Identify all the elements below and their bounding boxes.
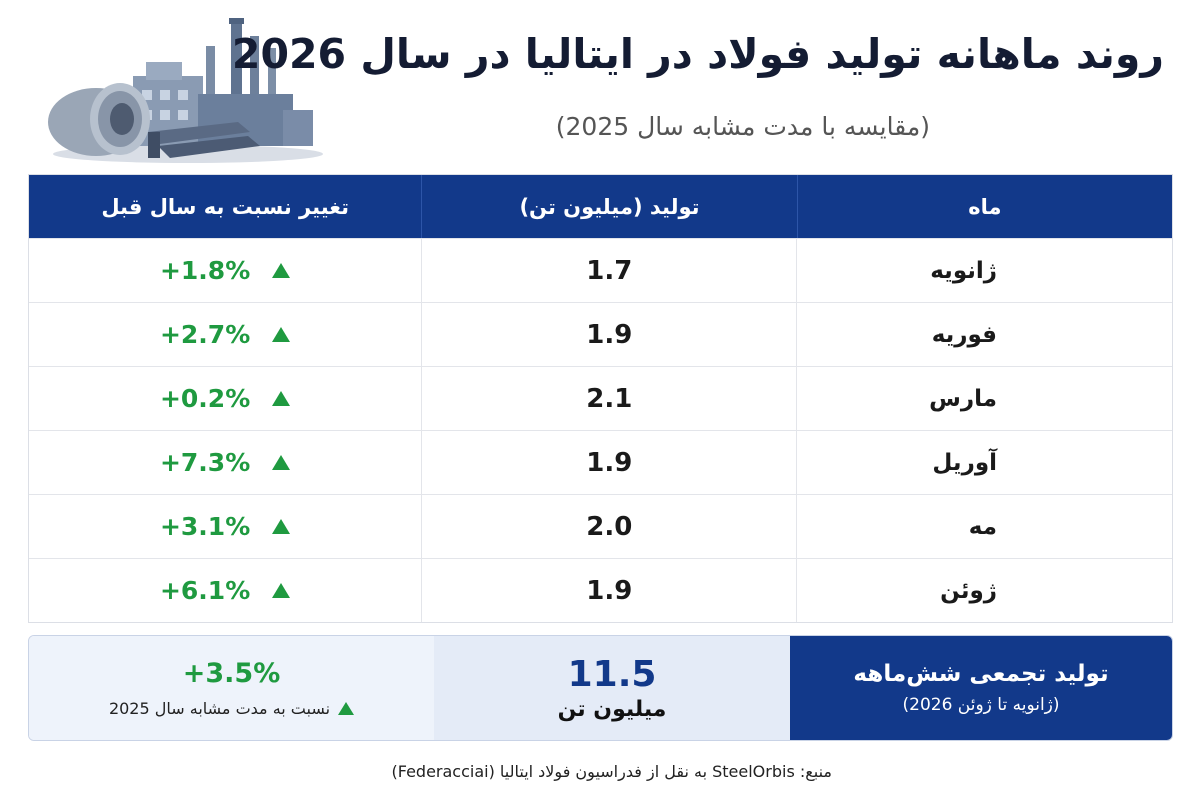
change-value: +7.3%: [159, 448, 251, 477]
summary-box: تولید تجمعی شش‌ماهه (ژانویه تا ژوئن 2026…: [28, 635, 1173, 741]
up-triangle-icon: [272, 391, 291, 406]
up-triangle-icon: [272, 327, 291, 342]
summary-change: +3.5%: [182, 658, 281, 689]
month-cell: آوریل: [796, 431, 1172, 494]
production-cell: 2.0: [421, 495, 796, 558]
up-triangle-icon: [272, 519, 291, 534]
column-header-production: تولید (میلیون تن): [421, 175, 796, 238]
up-triangle-icon: [272, 583, 291, 598]
page-title: روند ماهانه تولید فولاد در ایتالیا در سا…: [231, 30, 1164, 78]
table-row: ژوئن 1.9 +6.1%: [29, 558, 1172, 622]
summary-comparison: نسبت به مدت مشابه سال 2025: [108, 699, 355, 718]
steel-industry-illustration: [48, 18, 323, 163]
column-header-month: ماه: [796, 175, 1172, 238]
month-cell: فوریه: [796, 303, 1172, 366]
table-row: مه 2.0 +3.1%: [29, 494, 1172, 558]
source-note: منبع: SteelOrbis به نقل از فدراسیون فولا…: [391, 762, 832, 781]
change-value: +1.8%: [159, 256, 251, 285]
table-row: مارس 2.1 +0.2%: [29, 366, 1172, 430]
production-table: ماه تولید (میلیون تن) تغییر نسبت به سال …: [28, 174, 1173, 623]
up-triangle-icon: [272, 263, 291, 278]
summary-comparison-text: نسبت به مدت مشابه سال 2025: [108, 699, 331, 718]
change-value: +0.2%: [159, 384, 251, 413]
up-triangle-icon: [272, 455, 291, 470]
month-cell: مه: [796, 495, 1172, 558]
production-cell: 1.9: [421, 559, 796, 622]
page-subtitle: (مقایسه با مدت مشابه سال 2025): [555, 112, 930, 141]
column-header-change: تغییر نسبت به سال قبل: [101, 194, 350, 219]
summary-period: (ژانویه تا ژوئن 2026): [902, 695, 1060, 715]
change-value: +2.7%: [159, 320, 251, 349]
production-cell: 1.9: [421, 303, 796, 366]
summary-total: 11.5: [567, 654, 657, 695]
table-header: ماه تولید (میلیون تن) تغییر نسبت به سال …: [29, 175, 1172, 238]
table-row: ژانویه 1.7 +1.8%: [29, 238, 1172, 302]
header: روند ماهانه تولید فولاد در ایتالیا در سا…: [0, 0, 1200, 170]
month-cell: ژانویه: [796, 239, 1172, 302]
change-cell: +2.7%: [29, 303, 421, 366]
table-row: آوریل 1.9 +7.3%: [29, 430, 1172, 494]
change-cell: +1.8%: [29, 239, 421, 302]
production-cell: 2.1: [421, 367, 796, 430]
change-cell: +3.1%: [29, 495, 421, 558]
change-cell: +0.2%: [29, 367, 421, 430]
production-cell: 1.7: [421, 239, 796, 302]
table-row: فوریه 1.9 +2.7%: [29, 302, 1172, 366]
change-value: +6.1%: [159, 576, 251, 605]
change-value: +3.1%: [159, 512, 251, 541]
summary-change-panel: +3.5% نسبت به مدت مشابه سال 2025: [29, 636, 434, 740]
summary-total-panel: 11.5 میلیون تن: [434, 636, 790, 740]
summary-unit: میلیون تن: [557, 697, 667, 722]
change-cell: +6.1%: [29, 559, 421, 622]
production-cell: 1.9: [421, 431, 796, 494]
month-cell: ژوئن: [796, 559, 1172, 622]
summary-label-panel: تولید تجمعی شش‌ماهه (ژانویه تا ژوئن 2026…: [790, 636, 1172, 740]
summary-label: تولید تجمعی شش‌ماهه: [853, 661, 1109, 687]
change-cell: +7.3%: [29, 431, 421, 494]
month-cell: مارس: [796, 367, 1172, 430]
up-triangle-icon: [338, 702, 355, 715]
